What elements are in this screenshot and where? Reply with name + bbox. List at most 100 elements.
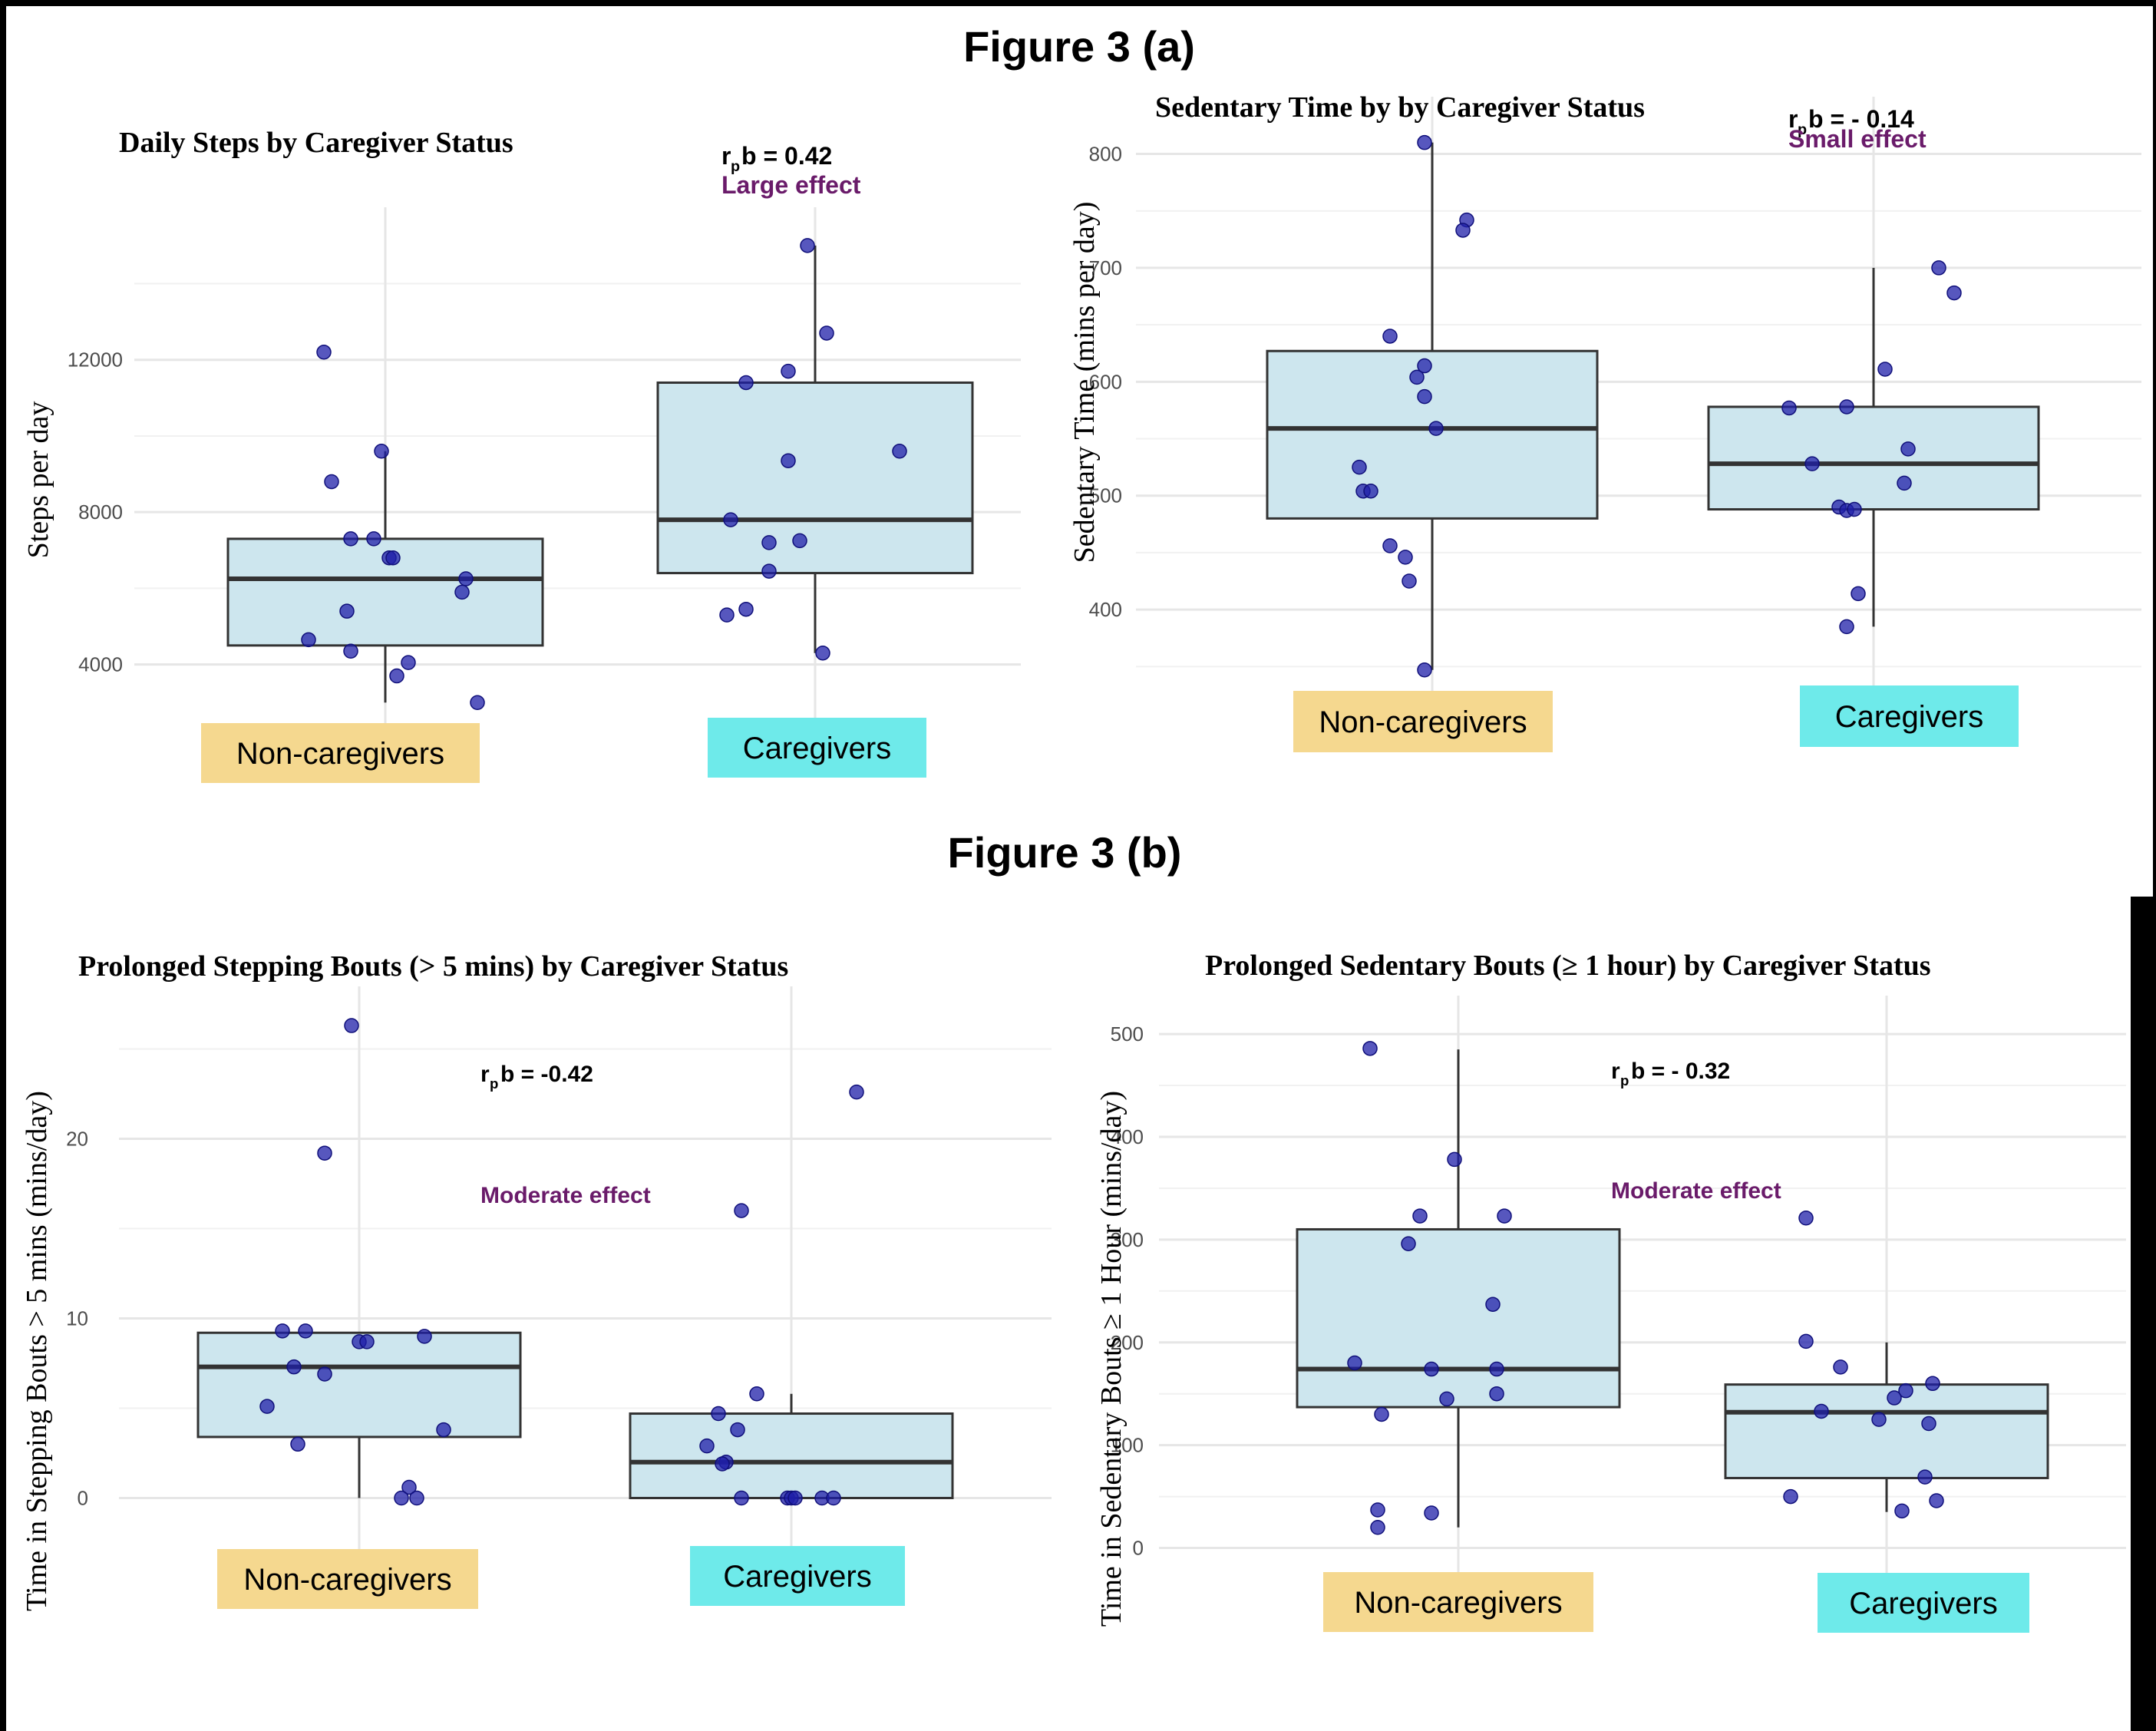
data-point: [343, 531, 358, 547]
data-point: [1485, 1297, 1501, 1312]
data-point: [1931, 260, 1946, 276]
data-point: [749, 1386, 764, 1402]
y-tick-label: 0: [1133, 1537, 1144, 1560]
data-point: [1894, 1503, 1910, 1519]
box-caregivers: [656, 381, 974, 575]
noncaregivers-label-box: [201, 723, 480, 783]
data-point: [324, 474, 339, 490]
data-point: [374, 444, 389, 459]
noncaregivers-label-box: [1293, 691, 1553, 752]
data-point: [815, 646, 830, 661]
data-point: [1417, 388, 1432, 405]
noncaregivers-label: Non-caregivers: [1319, 705, 1527, 739]
r-symbol: r: [1611, 1059, 1620, 1084]
y-axis-label: Time in Stepping Bouts > 5 mins (mins/da…: [21, 1091, 53, 1611]
data-point: [1409, 369, 1425, 385]
data-point: [1455, 223, 1471, 238]
data-point: [787, 1490, 803, 1506]
noncaregivers-label: Non-caregivers: [243, 1563, 451, 1597]
box-caregivers: [1724, 1383, 2049, 1479]
data-point: [290, 1436, 305, 1452]
data-point: [1781, 400, 1797, 416]
y-tick-label: 12000: [68, 349, 123, 372]
data-point: [1877, 362, 1893, 377]
data-point: [719, 607, 735, 623]
caregivers-label: Caregivers: [1849, 1587, 1997, 1620]
y-tick-label: 4000: [78, 653, 123, 676]
data-point: [259, 1399, 275, 1414]
box-caregivers: [629, 1412, 954, 1499]
effect-size-label: Small effect: [1788, 125, 1927, 153]
data-point: [1424, 1361, 1439, 1377]
right-edge-bar: [2131, 897, 2156, 1731]
chart-stepping-bouts: 0 10 20 Prolonged Stepping Bouts (> 5 mins)…: [21, 950, 1052, 1611]
noncaregivers-label: Non-caregivers: [236, 737, 444, 771]
y-tick-label: 700: [1089, 256, 1122, 279]
data-point: [723, 512, 738, 527]
data-point: [1783, 1488, 1798, 1505]
data-point: [1871, 1412, 1887, 1427]
caregivers-label: Caregivers: [723, 1560, 871, 1594]
data-point: [1401, 1236, 1416, 1251]
noncaregivers-label-box: [1323, 1572, 1593, 1632]
data-point: [1489, 1361, 1504, 1377]
data-point: [1925, 1376, 1940, 1392]
data-point: [1370, 1502, 1385, 1518]
y-tick-label: 500: [1089, 484, 1122, 507]
chart-sedentary-time: 400 500 600 700 800 Sedentary Time by by Care…: [1068, 91, 2141, 752]
data-point: [734, 1490, 749, 1506]
pb-subscript: p: [1620, 1072, 1629, 1088]
data-point: [1946, 285, 1962, 301]
data-point: [1921, 1416, 1936, 1432]
data-point: [1382, 538, 1398, 553]
r-symbol: r: [1788, 105, 1798, 133]
data-point: [389, 668, 404, 684]
data-point: [761, 563, 777, 579]
y-tick-label: 500: [1111, 1022, 1144, 1046]
data-point: [401, 655, 416, 670]
data-point: [1851, 586, 1866, 602]
data-point: [730, 1422, 745, 1438]
data-point: [892, 444, 907, 459]
y-tick-label: 10: [66, 1307, 88, 1330]
chart-daily-steps: 4000 8000 12000 Daily Steps by Caregiver St…: [22, 127, 1021, 783]
data-point: [359, 1334, 375, 1349]
data-point: [1363, 484, 1378, 499]
data-point: [1917, 1469, 1933, 1485]
data-point: [1900, 441, 1916, 457]
data-point: [1362, 1041, 1378, 1056]
data-point: [286, 1359, 302, 1375]
box-noncaregivers: [1296, 1227, 1621, 1409]
chart-sedentary-bouts: 0 100 200 300 400 500 Prolonged Sedentary Bout…: [1095, 950, 2126, 1633]
data-point: [401, 1479, 417, 1495]
y-tick-label: 8000: [78, 500, 123, 524]
data-point: [1424, 1505, 1439, 1521]
pb-subscript: p: [490, 1075, 498, 1092]
data-point: [699, 1438, 715, 1454]
caregivers-label-box: [1800, 685, 2019, 747]
caregivers-label: Caregivers: [743, 732, 891, 765]
chart-title: Prolonged Sedentary Bouts (≥ 1 hour) by …: [1205, 950, 1931, 982]
y-axis-label: Sedentary Time (mins per day): [1068, 202, 1101, 563]
data-point: [1489, 1386, 1504, 1402]
data-point: [298, 1323, 313, 1339]
pb-subscript: p: [1798, 121, 1807, 138]
data-point: [316, 345, 332, 360]
data-point: [800, 238, 815, 253]
y-tick-label: 400: [1111, 1125, 1144, 1148]
data-point: [1417, 134, 1432, 150]
y-tick-label: 200: [1111, 1331, 1144, 1354]
data-point: [819, 325, 834, 341]
data-point: [1798, 1210, 1814, 1226]
pb-subscript: p: [731, 158, 740, 175]
data-point: [436, 1422, 451, 1438]
data-point: [1897, 475, 1912, 491]
effect-size-value: b = - 0.14: [1808, 105, 1914, 133]
data-point: [470, 695, 485, 711]
data-point: [1887, 1390, 1902, 1406]
data-point: [275, 1323, 290, 1339]
